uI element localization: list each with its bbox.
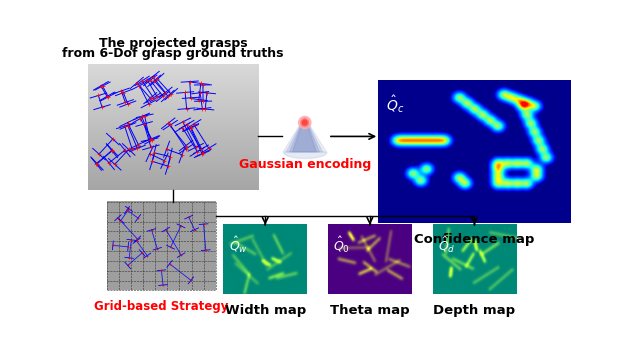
Circle shape: [301, 119, 308, 126]
Text: Grid-based Strategy: Grid-based Strategy: [94, 301, 228, 313]
Circle shape: [298, 116, 311, 129]
Text: Gaussian encoding: Gaussian encoding: [239, 158, 371, 171]
Text: Width map: Width map: [225, 303, 306, 316]
Text: Depth map: Depth map: [433, 303, 516, 316]
Text: Confidence map: Confidence map: [414, 233, 534, 246]
Circle shape: [303, 120, 307, 125]
Text: Theta map: Theta map: [330, 303, 410, 316]
Text: $\hat{Q}_d$: $\hat{Q}_d$: [438, 235, 456, 255]
Text: The projected grasps: The projected grasps: [99, 37, 247, 50]
Text: $\hat{Q}_c$: $\hat{Q}_c$: [386, 93, 404, 115]
Polygon shape: [289, 117, 319, 152]
Text: $\hat{Q}_0$: $\hat{Q}_0$: [333, 235, 350, 255]
Polygon shape: [286, 117, 323, 152]
Text: from 6-Dof grasp ground truths: from 6-Dof grasp ground truths: [62, 47, 284, 60]
Polygon shape: [292, 117, 316, 152]
Polygon shape: [283, 117, 326, 152]
Text: $\hat{Q}_w$: $\hat{Q}_w$: [229, 235, 248, 255]
